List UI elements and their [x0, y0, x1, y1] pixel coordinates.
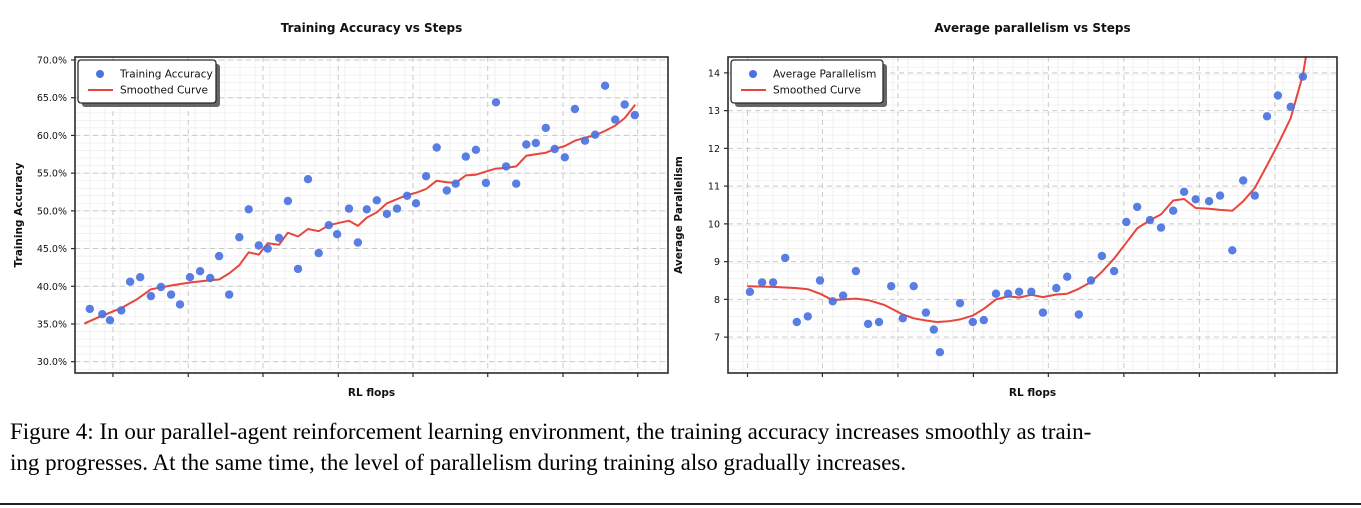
x-axis-label: RL flops	[348, 387, 395, 399]
y-tick-labels: 30.0% 35.0% 40.0% 45.0% 50.0% 55.0% 60.0% 65.0%…	[37, 56, 67, 369]
y-tick-label: 35.0%	[37, 319, 67, 330]
legend-dot-marker	[96, 70, 104, 78]
plot-border	[74, 56, 669, 374]
legend-box	[730, 59, 884, 104]
y-tick-label: 9	[714, 257, 720, 268]
y-axis-label: Training Accuracy	[13, 162, 25, 267]
training-accuracy-chart: 30.0% 35.0% 40.0% 45.0% 50.0% 55.0% 60.0% 65.0%…	[13, 21, 669, 399]
average-parallelism-chart: 7 8 9 10 11 12 13 14 Average parallelism vs Step…	[673, 21, 1338, 399]
y-tick-labels: 7 8 9 10 11 12 13 14	[708, 68, 720, 343]
major-grid	[75, 57, 668, 373]
legend-label-smoothed: Smoothed Curve	[120, 85, 208, 97]
caption-line-1: Figure 4: In our parallel-agent reinforc…	[10, 419, 1092, 444]
chart-title: Training Accuracy vs Steps	[281, 21, 463, 35]
minor-grid	[75, 57, 668, 373]
y-tick-label: 50.0%	[37, 206, 67, 217]
legend: Average Parallelism Smoothed Curve	[730, 59, 887, 107]
y-tick-label: 45.0%	[37, 244, 67, 255]
major-grid	[728, 57, 1337, 373]
y-tick-label: 70.0%	[37, 56, 67, 67]
x-axis-label: RL flops	[1009, 387, 1056, 399]
y-tick-label: 10	[708, 219, 720, 230]
y-tick-label: 7	[714, 333, 720, 344]
figure-caption: Figure 4: In our parallel-agent reinforc…	[10, 416, 1358, 478]
y-axis-label: Average Parallelism	[673, 156, 685, 274]
legend: Training Accuracy Smoothed Curve	[77, 59, 220, 107]
y-tick-label: 65.0%	[37, 93, 67, 104]
legend-box	[77, 59, 217, 104]
y-tick-label: 13	[708, 106, 720, 117]
y-tick-label: 14	[708, 68, 720, 79]
y-tick-label: 11	[708, 182, 720, 193]
y-tick-label: 8	[714, 295, 720, 306]
y-tick-label: 40.0%	[37, 282, 67, 293]
y-tick-label: 60.0%	[37, 131, 67, 142]
y-tick-label: 55.0%	[37, 169, 67, 180]
axis-ticks	[724, 72, 1276, 377]
scatter-points	[85, 81, 639, 325]
caption-line-2: ing progresses. At the same time, the le…	[10, 450, 907, 475]
axis-ticks	[71, 59, 639, 377]
smoothed-line	[747, 56, 1307, 323]
legend-label-points: Training Accuracy	[119, 69, 213, 81]
legend-dot-marker	[749, 70, 757, 78]
y-tick-label: 12	[708, 144, 720, 155]
bottom-rule	[0, 503, 1361, 505]
y-tick-label: 30.0%	[37, 357, 67, 368]
scatter-points	[745, 72, 1308, 357]
legend-label-points: Average Parallelism	[773, 69, 876, 81]
plot-border	[727, 56, 1338, 374]
chart-title: Average parallelism vs Steps	[934, 21, 1130, 35]
legend-label-smoothed: Smoothed Curve	[773, 85, 861, 97]
